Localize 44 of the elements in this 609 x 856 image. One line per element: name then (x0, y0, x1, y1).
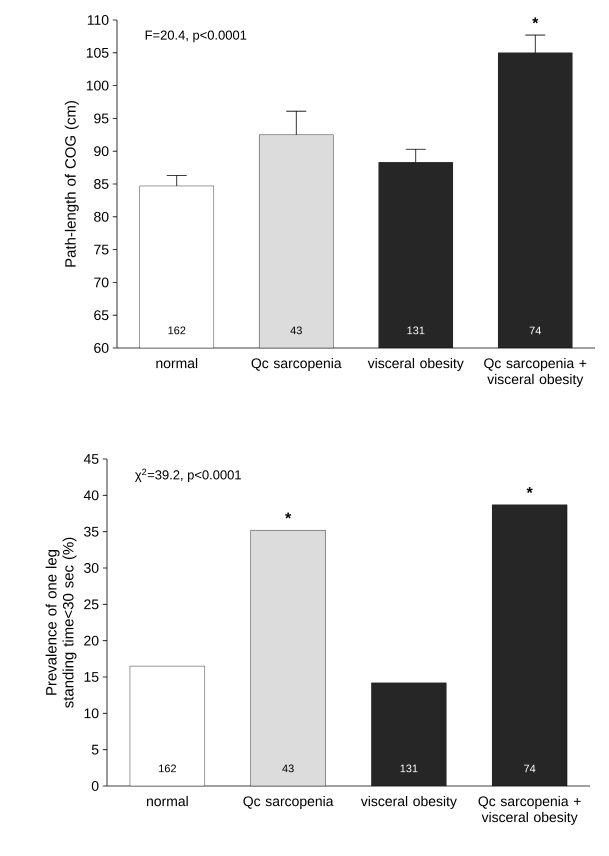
annotation: * (285, 512, 292, 518)
annotation: 74 (530, 326, 542, 334)
y-tick-label: 105 (86, 48, 108, 58)
x-tick-label: visceral obesity (360, 796, 457, 809)
y-tick-label: 70 (94, 277, 108, 288)
y-tick-label: 35 (84, 526, 98, 537)
y-tick-label: 25 (84, 599, 98, 610)
annotation: * (526, 487, 533, 494)
annotation: 43 (282, 764, 294, 772)
annotation: 74 (524, 764, 536, 772)
x-tick-label: Qc sarcopenia (243, 796, 334, 809)
y-tick-label: 30 (84, 563, 98, 573)
annotation: 43 (290, 326, 302, 334)
y-tick-label: 60 (94, 343, 108, 353)
y-tick-label: 0 (92, 781, 98, 791)
y-axis-title: Prevalence of one leg standing time<30 sec (%) (46, 538, 76, 708)
annotation: 162 (168, 326, 186, 334)
y-tick-label: 100 (86, 80, 108, 91)
y-tick-label: 110 (88, 15, 108, 25)
y-tick-label: 85 (94, 179, 108, 189)
annotation: 131 (407, 326, 424, 334)
x-tick-label: normal (156, 358, 198, 368)
y-tick-label: 15 (84, 672, 98, 682)
annotation: F=20.4, p<0.0001 (146, 30, 246, 42)
y-tick-label: 5 (92, 744, 98, 755)
y-tick-label: 80 (94, 212, 108, 222)
x-tick-label: Qc sarcopenia + visceral obesity (484, 358, 586, 387)
x-tick-label: visceral obesity (368, 358, 464, 371)
y-tick-label: 95 (94, 113, 108, 124)
annotation: * (532, 17, 538, 24)
y-tick-label: 90 (94, 146, 108, 156)
annotation: 131 (400, 764, 418, 772)
y-tick-label: 10 (84, 708, 98, 718)
y-tick-label: 75 (94, 244, 108, 254)
x-tick-label: Qc sarcopenia (252, 358, 342, 371)
x-tick-label: normal (146, 796, 188, 806)
y-tick-label: 40 (84, 490, 98, 500)
y-axis-title: Path-length of COG (cm) (64, 101, 79, 267)
y-tick-label: 65 (94, 310, 108, 320)
x-tick-label: Qc sarcopenia + visceral obesity (478, 796, 581, 825)
annotation: χ$^{2}$=39.2, p<0.0001 (135, 468, 241, 482)
y-tick-label: 20 (84, 636, 98, 646)
y-tick-label: 45 (84, 454, 98, 464)
annotation: 162 (159, 764, 176, 772)
